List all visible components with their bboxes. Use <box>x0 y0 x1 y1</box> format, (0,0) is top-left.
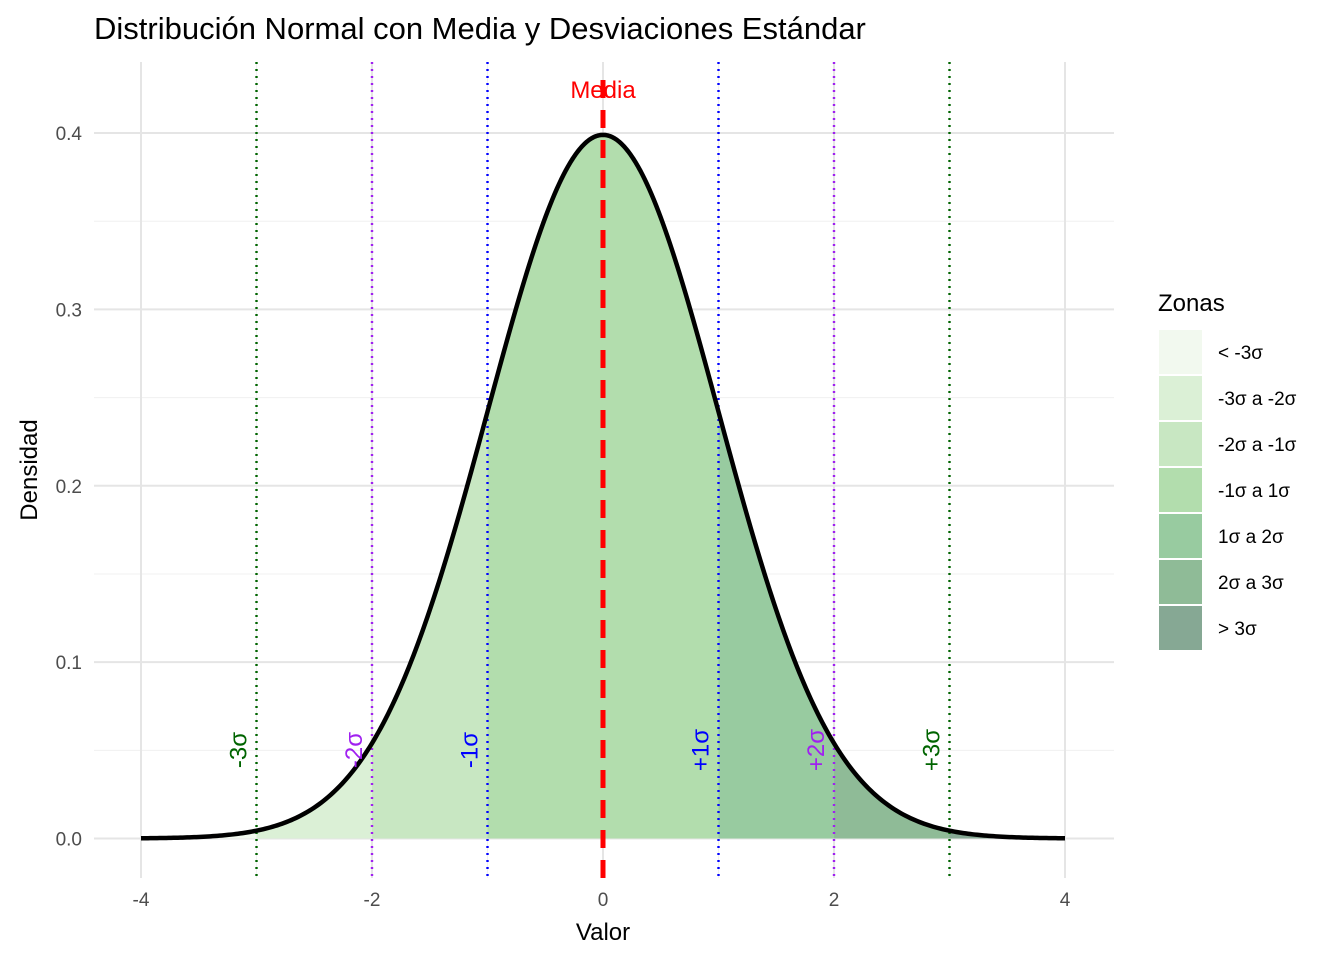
y-axis-ticks: 0.0 0.1 0.2 0.3 0.4 <box>56 124 83 851</box>
y-axis-title: Densidad <box>16 419 43 520</box>
chart-title: Distribución Normal con Media y Desviaci… <box>94 11 866 46</box>
y-tick-label: 0.4 <box>56 124 83 145</box>
legend-label-2: -2σ a -1σ <box>1218 435 1297 456</box>
zone-area-1 <box>256 743 372 839</box>
sd-label-1: -2σ <box>341 732 368 768</box>
x-tick-label: -2 <box>364 890 381 911</box>
y-tick-label: 0.0 <box>56 830 82 851</box>
x-tick-label: -4 <box>133 890 150 911</box>
legend-swatch-6 <box>1159 606 1202 650</box>
x-axis-title: Valor <box>576 919 630 946</box>
legend-swatch-5 <box>1159 560 1202 604</box>
y-tick-label: 0.3 <box>56 300 82 321</box>
mean-label: Media <box>570 77 636 104</box>
sd-label-5: +3σ <box>919 729 946 771</box>
density-curve <box>140 132 1066 841</box>
legend-label-5: 2σ a 3σ <box>1218 573 1284 594</box>
legend-swatch-4 <box>1159 514 1202 558</box>
x-axis-ticks: -4 -2 0 2 4 <box>133 890 1071 911</box>
legend-label-6: > 3σ <box>1218 619 1257 640</box>
legend-swatch-1 <box>1159 376 1202 420</box>
legend: Zonas < -3σ -3σ a -2σ -2σ a -1σ -1σ a 1σ 1σ … <box>1158 290 1297 650</box>
y-tick-label: 0.1 <box>56 653 82 674</box>
legend-title: Zonas <box>1158 290 1225 317</box>
x-tick-label: 0 <box>598 890 609 911</box>
density-curve-group <box>140 132 1066 841</box>
line-labels: -3σ -2σ -1σ +1σ +2σ +3σ Media <box>226 77 946 771</box>
legend-label-0: < -3σ <box>1218 343 1263 364</box>
x-tick-label: 2 <box>829 890 840 911</box>
y-tick-label: 0.2 <box>56 477 82 498</box>
legend-swatch-3 <box>1159 468 1202 512</box>
sd-label-3: +1σ <box>688 729 715 771</box>
legend-swatch-2 <box>1159 422 1202 466</box>
zone-area-5 <box>834 743 950 839</box>
legend-label-3: -1σ a 1σ <box>1218 481 1290 502</box>
sd-label-4: +2σ <box>803 729 830 771</box>
legend-label-4: 1σ a 2σ <box>1218 527 1284 548</box>
legend-swatch-0 <box>1159 330 1202 374</box>
x-tick-label: 4 <box>1060 890 1071 911</box>
sd-label-0: -3σ <box>226 732 253 768</box>
sd-label-2: -1σ <box>457 732 484 768</box>
legend-label-1: -3σ a -2σ <box>1218 389 1297 410</box>
